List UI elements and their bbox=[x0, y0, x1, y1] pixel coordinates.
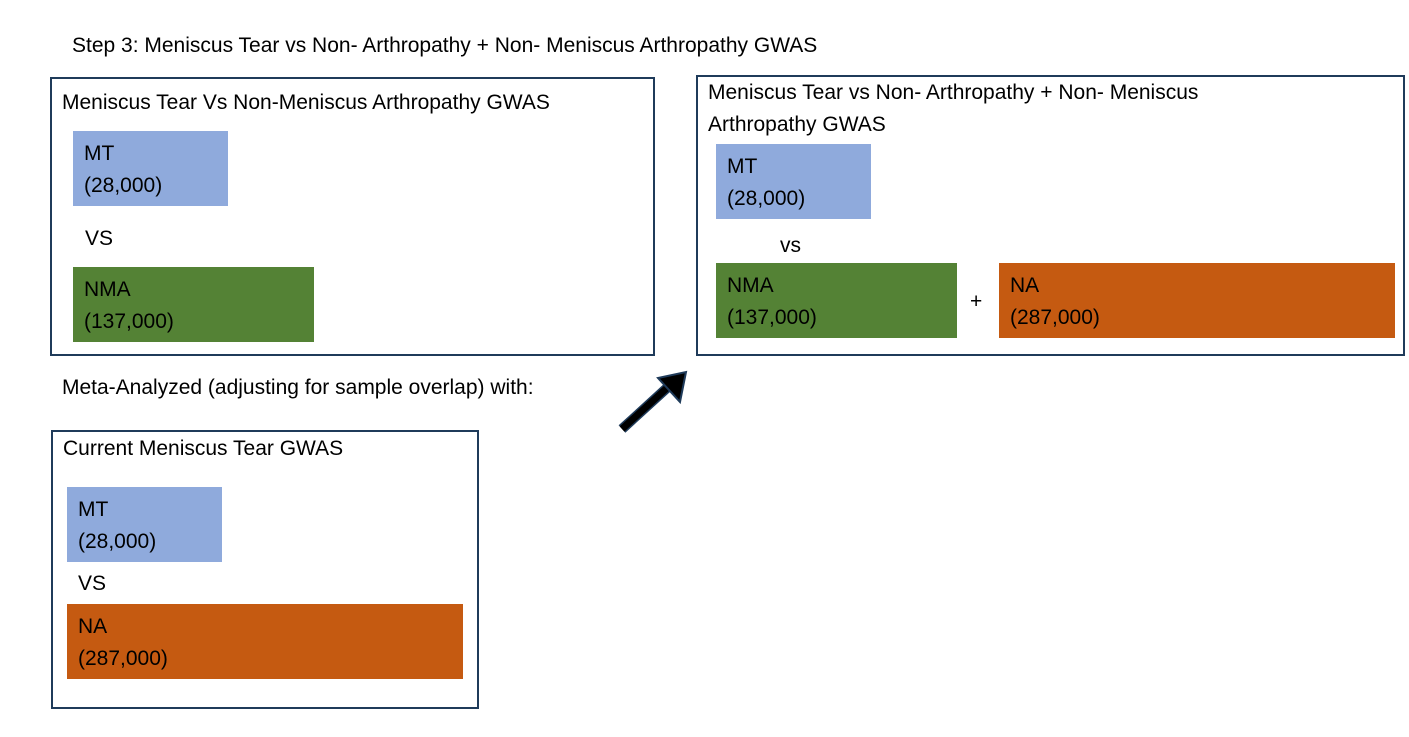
nma-label: NMA bbox=[84, 278, 131, 301]
nma-count: (137,000) bbox=[727, 306, 817, 329]
mt-box: MT (28,000) bbox=[716, 144, 871, 219]
panel-mt-vs-na-nma: Meniscus Tear vs Non- Arthropathy + Non-… bbox=[696, 75, 1405, 356]
mt-label: MT bbox=[84, 142, 115, 165]
panel-current-gwas: Current Meniscus Tear GWAS MT (28,000) V… bbox=[51, 430, 479, 709]
mt-label: MT bbox=[727, 155, 758, 178]
vs-label: VS bbox=[85, 227, 114, 250]
mt-count: (28,000) bbox=[84, 174, 163, 197]
plus-sign: + bbox=[970, 290, 983, 313]
panel-mt-vs-nma: Meniscus Tear Vs Non-Meniscus Arthropath… bbox=[50, 77, 655, 356]
nma-count: (137,000) bbox=[84, 310, 174, 333]
panel-title-line1: Meniscus Tear vs Non- Arthropathy + Non-… bbox=[708, 81, 1199, 104]
diagram-title: Step 3: Meniscus Tear vs Non- Arthropath… bbox=[72, 34, 818, 57]
na-box: NA (287,000) bbox=[67, 604, 463, 679]
mt-box: MT (28,000) bbox=[73, 131, 228, 206]
mt-box: MT (28,000) bbox=[67, 487, 222, 562]
vs-label: vs bbox=[780, 234, 801, 257]
panel-title: Meniscus Tear Vs Non-Meniscus Arthropath… bbox=[62, 91, 550, 114]
panel-title: Current Meniscus Tear GWAS bbox=[63, 437, 344, 460]
mt-label: MT bbox=[78, 498, 109, 521]
mt-count: (28,000) bbox=[727, 187, 806, 210]
meta-analysis-text: Meta-Analyzed (adjusting for sample over… bbox=[62, 376, 534, 399]
nma-box: NMA (137,000) bbox=[716, 263, 957, 338]
na-label: NA bbox=[1010, 274, 1040, 297]
na-box: NA (287,000) bbox=[999, 263, 1395, 338]
arrow-up-right-icon bbox=[618, 370, 688, 433]
nma-box: NMA (137,000) bbox=[73, 267, 314, 342]
panel-title-line2: Arthropathy GWAS bbox=[708, 113, 886, 136]
na-label: NA bbox=[78, 615, 108, 638]
na-count: (287,000) bbox=[78, 647, 168, 670]
vs-label: VS bbox=[78, 572, 107, 595]
nma-label: NMA bbox=[727, 274, 774, 297]
mt-count: (28,000) bbox=[78, 530, 157, 553]
na-count: (287,000) bbox=[1010, 306, 1100, 329]
